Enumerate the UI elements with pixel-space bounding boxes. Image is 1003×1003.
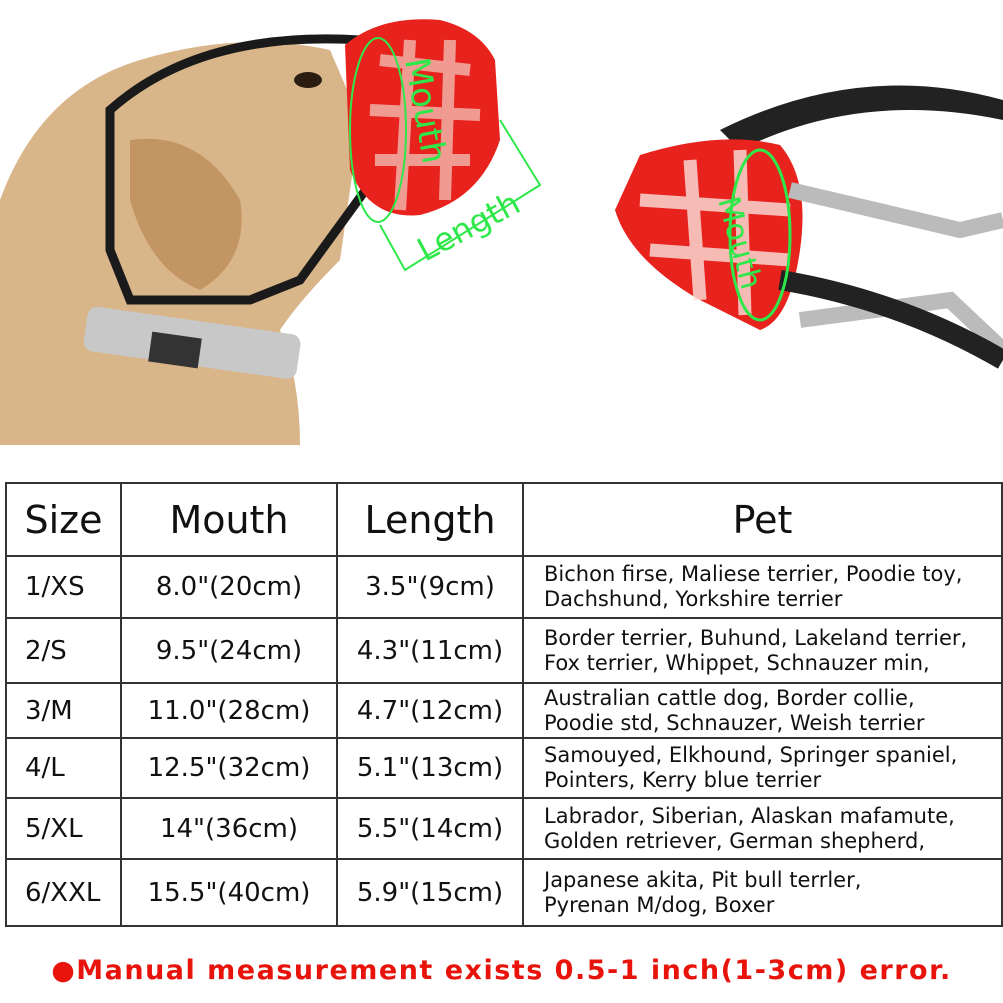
- product-photos: Mouth Length Mouth: [0, 19, 1003, 445]
- pet-line: Poodie std, Schnauzer, Weish terrier: [544, 710, 925, 735]
- length-cell: 4.3"(11cm): [336, 617, 524, 684]
- mouth-cell: 14"(36cm): [120, 797, 338, 860]
- pet-line: Fox terrier, Whippet, Schnauzer min,: [544, 650, 930, 675]
- length-cell: 4.7"(12cm): [336, 682, 524, 739]
- table-row: 2/S 9.5"(24cm) 4.3"(11cm) Border terrier…: [5, 617, 1003, 684]
- table-header: Size Mouth Length Pet: [5, 482, 1003, 557]
- header-pet: Pet: [522, 482, 1003, 557]
- pet-cell: Border terrier, Buhund, Lakeland terrier…: [522, 617, 1003, 684]
- pet-line: Japanese akita, Pit bull terrler,: [544, 867, 862, 892]
- size-cell: 2/S: [5, 617, 122, 684]
- mouth-cell: 8.0"(20cm): [120, 555, 338, 619]
- pet-cell: Samouyed, Elkhound, Springer spaniel, Poi…: [522, 737, 1003, 799]
- muzzle-on-dog: [345, 19, 500, 216]
- header-length: Length: [336, 482, 524, 557]
- pet-cell: Bichon firse, Maliese terrier, Poodie to…: [522, 555, 1003, 619]
- table-row: 1/XS 8.0"(20cm) 3.5"(9cm) Bichon firse, …: [5, 555, 1003, 619]
- length-cell: 5.5"(14cm): [336, 797, 524, 860]
- pet-line: Pointers, Kerry blue terrier: [544, 768, 822, 792]
- size-table: Size Mouth Length Pet 1/XS 8.0"(20cm) 3.…: [5, 482, 1003, 927]
- pet-line: Australian cattle dog, Border collie,: [544, 685, 915, 710]
- pet-line: Labrador, Siberian, Alaskan mafamute,: [544, 803, 955, 828]
- pet-line: Dachshund, Yorkshire terrier: [544, 587, 843, 611]
- muzzle-product: [615, 85, 1003, 369]
- pet-line: Samouyed, Elkhound, Springer spaniel,: [544, 743, 958, 767]
- size-cell: 4/L: [5, 737, 122, 799]
- header-size: Size: [5, 482, 122, 557]
- header-mouth: Mouth: [120, 482, 338, 557]
- dog-photo: [0, 34, 385, 445]
- mouth-cell: 15.5"(40cm): [120, 858, 338, 927]
- length-cell: 3.5"(9cm): [336, 555, 524, 619]
- table-row: 6/XXL 15.5"(40cm) 5.9"(15cm) Japanese ak…: [5, 858, 1003, 927]
- pet-line: Bichon firse, Maliese terrier, Poodie to…: [544, 562, 963, 586]
- pet-cell: Labrador, Siberian, Alaskan mafamute, Gol…: [522, 797, 1003, 860]
- length-cell: 5.1"(13cm): [336, 737, 524, 799]
- pet-cell: Australian cattle dog, Border collie, Poo…: [522, 682, 1003, 739]
- size-cell: 6/XXL: [5, 858, 122, 927]
- pet-line: Pyrenan M/dog, Boxer: [544, 892, 775, 917]
- mouth-cell: 12.5"(32cm): [120, 737, 338, 799]
- size-cell: 5/XL: [5, 797, 122, 860]
- pet-line: Border terrier, Buhund, Lakeland terrier…: [544, 625, 968, 650]
- measurement-note: ●Manual measurement exists 0.5-1 inch(1-…: [51, 955, 952, 986]
- table-row: 5/XL 14"(36cm) 5.5"(14cm) Labrador, Sibe…: [5, 797, 1003, 860]
- table-row: 3/M 11.0"(28cm) 4.7"(12cm) Australian ca…: [5, 682, 1003, 739]
- table-row: 4/L 12.5"(32cm) 5.1"(13cm) Samouyed, Elk…: [5, 737, 1003, 799]
- mouth-cell: 9.5"(24cm): [120, 617, 338, 684]
- length-cell: 5.9"(15cm): [336, 858, 524, 927]
- pet-line: Golden retriever, German shepherd,: [544, 828, 926, 853]
- pet-cell: Japanese akita, Pit bull terrler, Pyrenan…: [522, 858, 1003, 927]
- size-cell: 3/M: [5, 682, 122, 739]
- size-cell: 1/XS: [5, 555, 122, 619]
- mouth-cell: 11.0"(28cm): [120, 682, 338, 739]
